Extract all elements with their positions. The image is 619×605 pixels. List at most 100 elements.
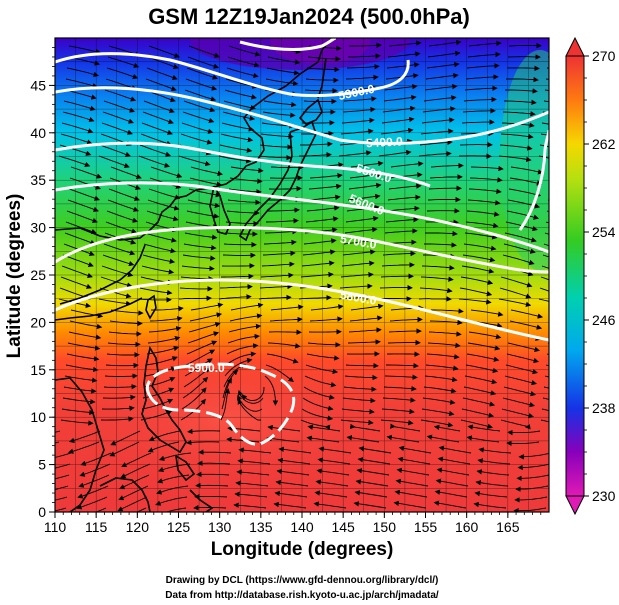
streamline <box>118 485 149 501</box>
streamline <box>381 262 415 268</box>
streamline <box>304 375 337 388</box>
streamline <box>266 353 299 364</box>
streamline <box>237 398 262 421</box>
streamline <box>142 254 176 264</box>
tropical-warm-pool <box>70 350 390 490</box>
x-axis: 110 115 120 125 130 135 140 145 150 155 160 165 <box>44 512 542 535</box>
streamline <box>540 419 549 423</box>
x-tick-label: 135 <box>249 519 273 535</box>
streamline <box>348 182 382 190</box>
streamline <box>504 99 537 106</box>
streamline <box>357 456 391 465</box>
streamline <box>504 232 537 243</box>
streamline <box>267 56 301 65</box>
streamline <box>468 331 502 340</box>
streamline <box>179 286 213 292</box>
streamline <box>226 67 259 79</box>
streamline <box>516 474 549 481</box>
streamline <box>65 221 97 234</box>
streamline <box>386 363 419 369</box>
streamline <box>273 501 307 509</box>
streamline <box>150 166 183 179</box>
streamline <box>467 342 501 351</box>
streamline <box>63 100 96 111</box>
y-tick-label: 10 <box>30 409 46 425</box>
coastline-borneo <box>99 477 151 512</box>
streamline <box>62 397 96 405</box>
streamline <box>226 210 260 216</box>
streamline <box>464 85 498 91</box>
streamline <box>539 287 549 292</box>
streamline <box>68 45 102 55</box>
streamline <box>276 468 310 476</box>
streamline <box>426 434 460 443</box>
streamline <box>425 230 458 237</box>
streamline <box>474 490 508 498</box>
streamline <box>385 216 419 223</box>
x-tick-label: 120 <box>126 519 150 535</box>
streamline <box>188 45 220 58</box>
streamline <box>317 457 351 465</box>
streamline <box>518 452 549 460</box>
streamline <box>306 66 340 73</box>
streamline <box>300 419 331 430</box>
streamline <box>136 507 147 512</box>
streamline <box>347 339 381 345</box>
coastline-philippines <box>141 345 187 454</box>
colorbar-tick-label: 262 <box>592 136 616 152</box>
streamline <box>226 343 259 355</box>
streamline <box>353 501 387 509</box>
streamline <box>506 210 539 220</box>
streamline <box>468 40 502 47</box>
streamline <box>274 490 308 498</box>
streamline <box>102 394 136 401</box>
streamline <box>466 210 500 217</box>
streamline <box>218 155 252 164</box>
streamline <box>499 144 533 151</box>
streamline <box>460 419 493 429</box>
streamline <box>102 254 135 267</box>
streamline <box>241 386 265 401</box>
streamline <box>435 478 469 487</box>
streamline <box>219 284 253 290</box>
streamline <box>342 397 376 404</box>
x-tick-label: 125 <box>167 519 191 535</box>
streamline <box>230 166 264 174</box>
streamline <box>465 74 499 80</box>
streamline <box>267 424 301 432</box>
y-axis-label: Latitude (degrees) <box>4 194 25 359</box>
streamline <box>218 294 252 300</box>
streamline <box>185 78 218 91</box>
streamline <box>463 386 497 396</box>
streamline <box>157 474 190 484</box>
streamline <box>538 298 549 302</box>
streamline <box>426 61 460 69</box>
streamline <box>462 254 496 263</box>
streamline <box>108 331 142 337</box>
streamline <box>187 428 221 435</box>
streamline <box>394 489 428 498</box>
streamline <box>141 265 175 275</box>
y-tick-label: 40 <box>30 125 46 141</box>
streamline <box>187 331 220 344</box>
streamline <box>185 349 216 366</box>
streamline <box>158 463 191 472</box>
streamline <box>339 283 373 289</box>
streamline <box>194 493 228 500</box>
streamline <box>68 331 102 340</box>
streamline <box>186 340 218 355</box>
streamline <box>59 144 92 156</box>
streamline <box>501 408 534 419</box>
streamline <box>182 254 216 261</box>
streamline <box>316 468 350 476</box>
streamline <box>69 177 101 190</box>
streamline <box>266 435 300 443</box>
streamline <box>221 273 254 280</box>
streamline <box>540 276 549 281</box>
streamline <box>340 419 374 426</box>
streamline <box>278 446 312 454</box>
streamline <box>143 243 176 254</box>
streamline <box>467 51 501 58</box>
streamline <box>348 327 382 333</box>
streamline <box>102 111 135 124</box>
